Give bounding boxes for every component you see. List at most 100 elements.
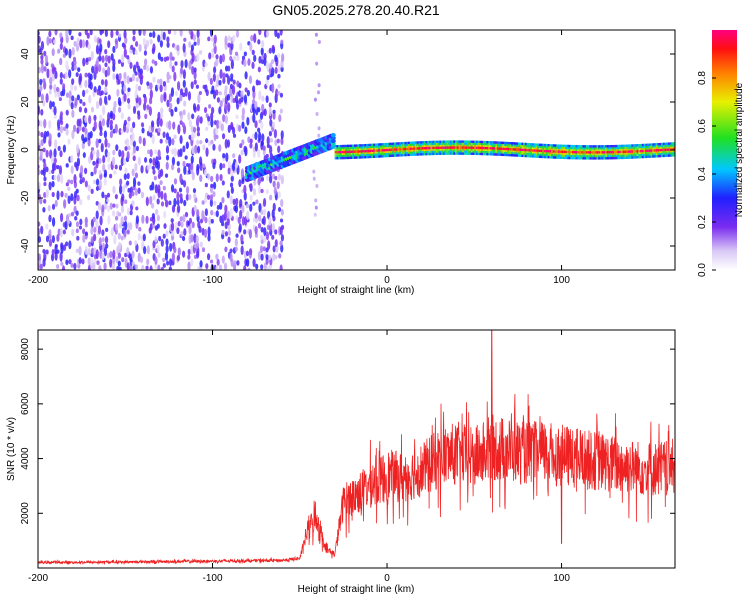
heatmap-band-cell <box>652 149 655 152</box>
heatmap-noise-cell <box>260 176 265 182</box>
heatmap-noise-cell <box>117 97 122 106</box>
heatmap-noise-cell <box>317 126 321 131</box>
heatmap-noise-cell <box>279 92 284 98</box>
heatmap-band-cell <box>605 151 608 154</box>
heatmap-band-cell <box>551 150 554 153</box>
heatmap-noise-cell <box>144 58 148 67</box>
heatmap-noise-cell <box>62 144 67 153</box>
heatmap-band-cell <box>542 149 545 153</box>
heatmap-noise-cell <box>239 143 243 149</box>
heatmap-noise-cell <box>187 261 191 270</box>
heatmap-noise-cell <box>109 202 113 210</box>
heatmap-noise-cell <box>201 227 205 236</box>
heatmap-noise-cell <box>215 265 219 270</box>
heatmap-noise-cell <box>104 148 108 158</box>
heatmap-noise-cell <box>252 98 256 105</box>
heatmap-noise-cell <box>152 30 156 39</box>
heatmap-noise-cell <box>212 73 216 83</box>
heatmap-noise-cell <box>107 40 111 49</box>
heatmap-noise-cell <box>249 42 253 52</box>
heatmap-band-cell <box>641 149 645 153</box>
heatmap-noise-cell <box>101 204 105 213</box>
heatmap-noise-cell <box>178 187 183 193</box>
heatmap-noise-cell <box>93 165 97 175</box>
heatmap-noise-cell <box>263 52 267 61</box>
heatmap-noise-cell <box>257 66 261 73</box>
heatmap-noise-cell <box>40 109 44 116</box>
heatmap-noise-cell <box>115 215 119 221</box>
heatmap-noise-cell <box>58 165 63 175</box>
heatmap-band-cell <box>531 149 535 152</box>
heatmap-noise-cell <box>280 224 285 231</box>
heatmap-noise-cell <box>181 250 186 258</box>
heatmap-noise-cell <box>159 118 163 127</box>
heatmap-noise-cell <box>121 193 125 202</box>
heatmap-band-cell <box>388 148 391 152</box>
heatmap-band-cell <box>413 147 416 150</box>
heatmap-noise-cell <box>182 160 186 167</box>
heatmap-noise-cell <box>224 114 228 124</box>
heatmap-noise-cell <box>176 191 180 202</box>
heatmap-noise-cell <box>207 140 212 147</box>
heatmap-noise-cell <box>160 168 164 178</box>
heatmap-band-cell <box>476 146 479 150</box>
heatmap-noise-cell <box>262 246 266 252</box>
heatmap-noise-cell <box>220 123 224 132</box>
heatmap-noise-cell <box>190 155 194 164</box>
heatmap-noise-cell <box>277 173 282 181</box>
heatmap-noise-cell <box>222 163 226 169</box>
heatmap-band-cell <box>366 149 369 153</box>
heatmap-noise-cell <box>238 82 242 89</box>
heatmap-noise-cell <box>170 218 174 223</box>
heatmap-noise-cell <box>71 228 75 237</box>
heatmap-noise-cell <box>56 165 60 170</box>
heatmap-noise-cell <box>65 30 69 38</box>
heatmap-noise-cell <box>191 65 195 75</box>
heatmap-noise-cell <box>274 239 278 248</box>
heatmap-noise-cell <box>129 210 133 216</box>
heatmap-noise-cell <box>227 167 231 175</box>
heatmap-noise-cell <box>129 61 133 70</box>
heatmap-noise-cell <box>182 109 186 116</box>
heatmap-noise-cell <box>160 94 164 104</box>
heatmap-noise-cell <box>105 227 109 232</box>
heatmap-noise-cell <box>146 104 150 110</box>
heatmap-noise-cell <box>171 252 175 263</box>
heatmap-noise-cell <box>173 147 177 157</box>
heatmap-noise-cell <box>88 115 92 125</box>
heatmap-noise-cell <box>210 209 214 216</box>
heatmap-noise-cell <box>93 120 97 131</box>
heatmap-noise-cell <box>137 65 141 73</box>
heatmap-noise-cell <box>317 40 321 44</box>
heatmap-noise-cell <box>221 133 226 140</box>
heatmap-noise-cell <box>139 256 144 264</box>
heatmap-noise-cell <box>130 44 134 50</box>
heatmap-band-cell <box>364 149 367 153</box>
heatmap-noise-cell <box>215 57 219 67</box>
heatmap-noise-cell <box>120 61 125 67</box>
heatmap-band-cell <box>428 146 432 150</box>
heatmap-noise-cell <box>68 30 72 36</box>
heatmap-band-cell <box>460 146 463 149</box>
heatmap-noise-cell <box>114 123 118 134</box>
heatmap-noise-cell <box>258 56 262 64</box>
heatmap-noise-cell <box>39 197 43 205</box>
heatmap-noise-cell <box>99 215 103 226</box>
heatmap-noise-cell <box>43 252 47 262</box>
heatmap-noise-cell <box>131 73 136 82</box>
heatmap-noise-cell <box>42 207 46 213</box>
heatmap-noise-cell <box>171 156 176 166</box>
heatmap-noise-cell <box>127 103 131 110</box>
heatmap-noise-cell <box>249 142 253 149</box>
heatmap-noise-cell <box>123 173 127 180</box>
heatmap-band-cell <box>456 146 460 149</box>
y-tick-label: 0 <box>20 147 31 153</box>
heatmap-noise-cell <box>234 95 239 104</box>
x-tick-label: 100 <box>553 275 570 286</box>
heatmap-noise-cell <box>208 52 212 60</box>
heatmap-noise-cell <box>162 233 166 239</box>
heatmap-noise-cell <box>212 181 217 190</box>
heatmap-noise-cell <box>71 47 75 56</box>
heatmap-noise-cell <box>140 191 145 199</box>
heatmap-noise-cell <box>145 196 149 207</box>
